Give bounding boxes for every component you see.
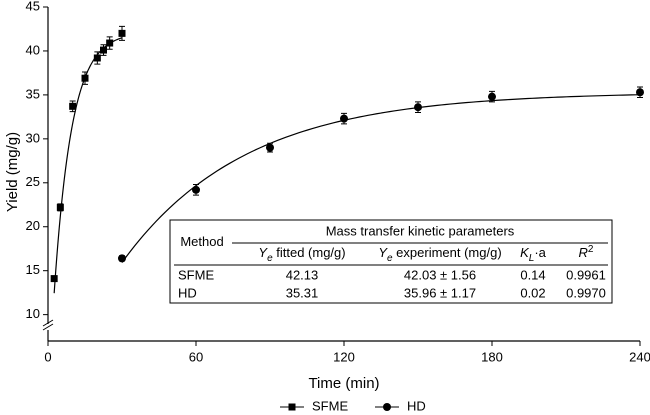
table-cell: 0.02 [520,285,545,300]
header-main: Method [180,234,223,249]
point [488,92,496,101]
y-tick-label: 15 [26,262,40,277]
y-tick-label: 30 [26,130,40,145]
y-tick-label: 45 [26,0,40,13]
point [266,143,274,152]
x-tick-label: 0 [44,349,51,364]
y-tick-label: 40 [26,42,40,57]
point [93,54,101,62]
point [106,39,114,47]
header-sub: e [387,253,393,264]
point [340,114,348,123]
y-tick-label: 25 [26,174,40,189]
table-cell: 0.9970 [566,285,606,300]
header-main: Y [258,245,268,260]
table-cell: 42.13 [286,267,319,282]
table-header: Ye experiment (mg/g) [378,245,501,263]
table-header: Ye fitted (mg/g) [258,245,345,263]
table-cell: 35.31 [286,285,319,300]
header-sub: L [529,253,535,264]
point [69,102,77,110]
point [81,74,89,82]
axis-break [42,323,54,331]
x-tick-label: 120 [333,349,355,364]
table-cell: HD [178,285,197,300]
point [636,88,644,97]
header-main: K [520,245,530,260]
point [192,185,200,194]
point [118,254,126,263]
y-tick-label: 20 [26,218,40,233]
table-cell: 42.03 ± 1.56 [404,267,476,282]
y-tick-label: 35 [26,86,40,101]
legend-marker [288,403,296,411]
header-main: Y [378,245,388,260]
x-tick-label: 240 [629,349,650,364]
table-cell: 35.96 ± 1.17 [404,285,476,300]
fit-curve [121,94,641,263]
header-rest: ·a [534,245,546,260]
table-cell: 0.9961 [566,267,606,282]
header-rest: fitted (mg/g) [273,245,346,260]
table-header: R2 [579,244,594,261]
header-sup: 2 [588,244,594,255]
y-axis-label: Yield (mg/g) [4,132,21,212]
point [118,29,126,37]
y-tick-label: 10 [26,306,40,321]
legend-marker [383,403,391,411]
header-sub: e [267,253,273,264]
table-cell: SFME [178,267,214,282]
table-header: KL·a [520,245,547,263]
table-box [169,219,613,304]
table-header: Method [180,234,223,249]
x-tick-label: 180 [481,349,503,364]
legend-label: SFME [312,398,348,413]
point [50,275,58,283]
header-main: R [579,245,588,260]
point [414,103,422,112]
x-axis-label: Time (min) [308,375,379,392]
point [100,46,107,54]
legend-label: HD [407,398,426,413]
x-tick-label: 60 [189,349,203,364]
table-title: Mass transfer kinetic parameters [326,223,515,238]
table-cell: 0.14 [520,267,545,282]
point [56,203,64,211]
header-rest: experiment (mg/g) [393,245,502,260]
axis-break [42,319,54,327]
